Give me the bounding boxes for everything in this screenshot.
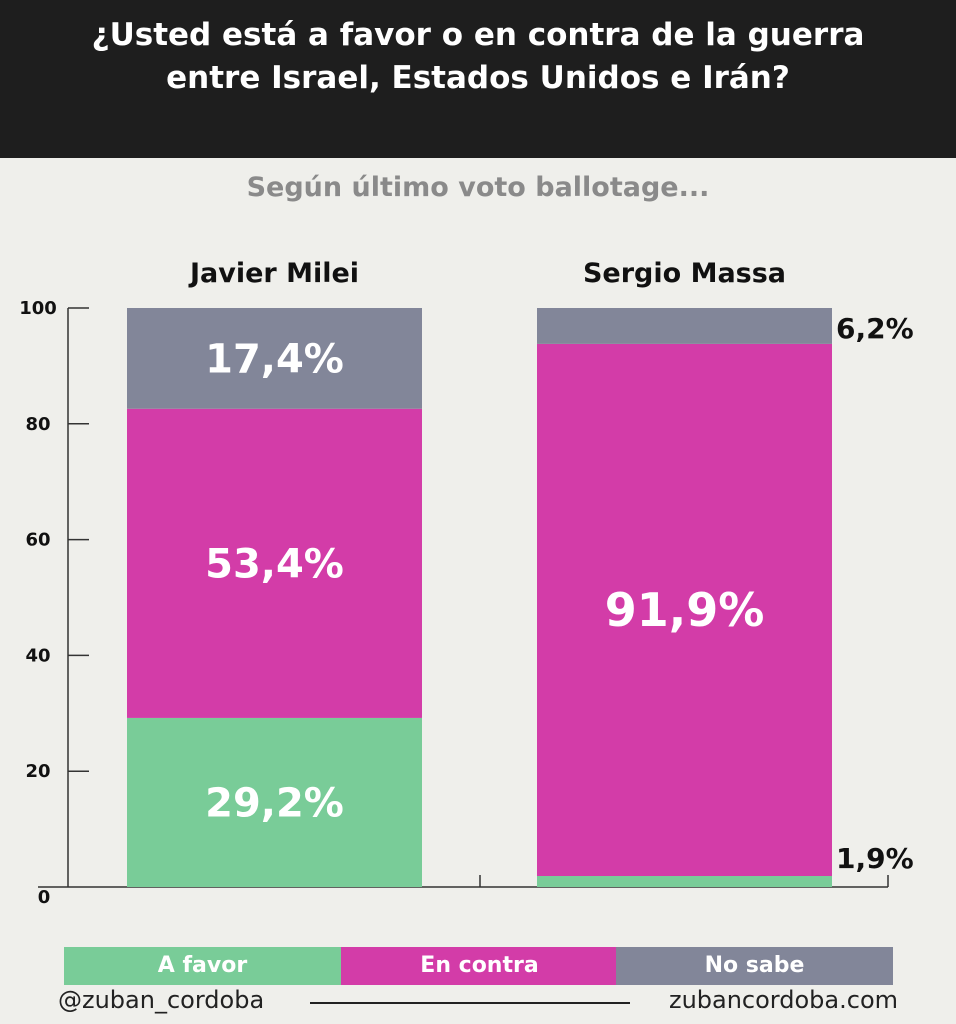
header: ¿Usted está a favor o en contra de la gu… (0, 0, 956, 158)
title-line-1: ¿Usted está a favor o en contra de la gu… (91, 17, 865, 53)
y-tick-label: 100 (19, 298, 57, 319)
bar-segment-no-sabe (127, 308, 422, 409)
bar-segment-en-contra (127, 408, 422, 718)
data-label: 17,4% (205, 336, 344, 382)
bar-segment-no-sabe (537, 308, 832, 344)
bar-segment-a-favor (127, 717, 422, 887)
legend-a-favor: A favor (64, 947, 341, 985)
category-label: Javier Milei (188, 258, 359, 289)
y-tick-label: 40 (25, 645, 50, 666)
data-label: 91,9% (605, 583, 765, 637)
footer-divider (310, 1002, 630, 1004)
data-label: 53,4% (205, 541, 344, 587)
subtitle: Según último voto ballotage... (246, 172, 710, 203)
footer-handle: @zuban_cordoba (58, 986, 265, 1014)
data-label: 6,2% (836, 312, 914, 345)
legend-no-sabe: No sabe (616, 947, 893, 985)
data-label: 29,2% (205, 780, 344, 826)
y-tick-label: 80 (25, 414, 50, 435)
data-label: 1,9% (836, 842, 914, 875)
y-tick-label: 20 (25, 761, 50, 782)
footer-site: zubancordoba.com (668, 986, 898, 1014)
title-line-2: entre Israel, Estados Unidos e Irán? (166, 60, 790, 96)
category-label: Sergio Massa (583, 258, 786, 289)
bar-segment-en-contra (537, 343, 832, 876)
y-tick-label: 60 (25, 530, 50, 551)
y-tick-label: 0 (38, 887, 51, 908)
legend-en-contra: En contra (341, 947, 618, 985)
bar-segment-a-favor (537, 875, 832, 887)
